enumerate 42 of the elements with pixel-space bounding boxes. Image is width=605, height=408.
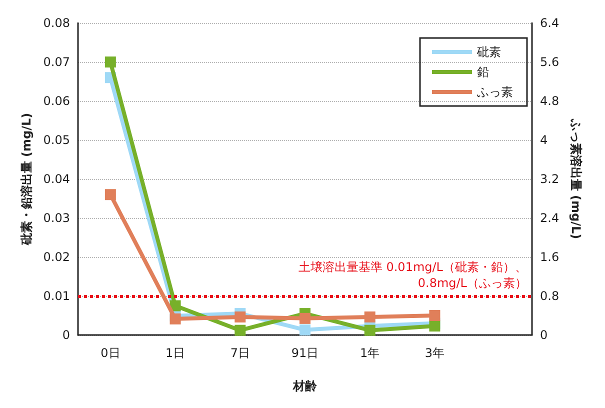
point xyxy=(429,310,440,321)
x-axis-title: 材齢 xyxy=(292,379,318,393)
point xyxy=(364,311,376,322)
y2-tick-label: 4 xyxy=(540,133,548,147)
x-tick-label: 91日 xyxy=(291,346,319,360)
x-tick-label: 7日 xyxy=(230,346,250,360)
y-tick-label: 0.05 xyxy=(43,133,70,147)
y-tick-label: 0.04 xyxy=(43,172,70,186)
point xyxy=(300,312,310,324)
y2-tick-label: 0.8 xyxy=(540,289,560,303)
y-tick-label: 0.01 xyxy=(43,289,70,303)
y2-tick-label: 3.2 xyxy=(540,172,560,186)
y2-tick-label: 0 xyxy=(540,328,548,342)
x-tick-label: 1日 xyxy=(165,346,186,360)
y2-tick-label: 4.8 xyxy=(540,94,560,108)
point xyxy=(234,311,246,322)
legend-label: 鉛 xyxy=(477,65,489,79)
point xyxy=(104,56,116,68)
y2-tick-label: 2.4 xyxy=(540,211,560,225)
legend-label: ふっ素 xyxy=(476,85,513,99)
legend-label: 砒素 xyxy=(476,45,501,59)
x-tick-label: 3年 xyxy=(424,346,445,360)
y2-axis-title: ふっ素溶出量 (mg/L) xyxy=(568,118,583,240)
point xyxy=(300,324,310,336)
point xyxy=(170,313,181,324)
y-tick-label: 0.02 xyxy=(43,250,70,264)
y-tick-label: 0.07 xyxy=(43,55,70,69)
ref-line-label: 土壌溶出量基準 0.01mg/L（砒素・鉛）、 0.8mg/L（ふっ素） xyxy=(298,260,527,290)
point xyxy=(234,324,246,336)
point xyxy=(104,189,116,200)
x-tick-label: 1年 xyxy=(360,346,380,360)
point xyxy=(364,324,376,336)
y2-tick-label: 1.6 xyxy=(540,250,560,264)
y-tick-label: 0.03 xyxy=(43,211,70,225)
y2-tick-label: 5.6 xyxy=(540,55,560,69)
x-tick-label: 0日 xyxy=(100,346,120,360)
point xyxy=(429,320,440,332)
y2-tick-label: 6.4 xyxy=(540,16,560,30)
y-tick-label: 0.08 xyxy=(43,16,70,30)
y-axis-title: 砒素・鉛溶出量 (mg/L) xyxy=(19,112,34,246)
y-tick-label: 0.06 xyxy=(43,94,70,108)
y-tick-label: 0 xyxy=(62,328,70,342)
